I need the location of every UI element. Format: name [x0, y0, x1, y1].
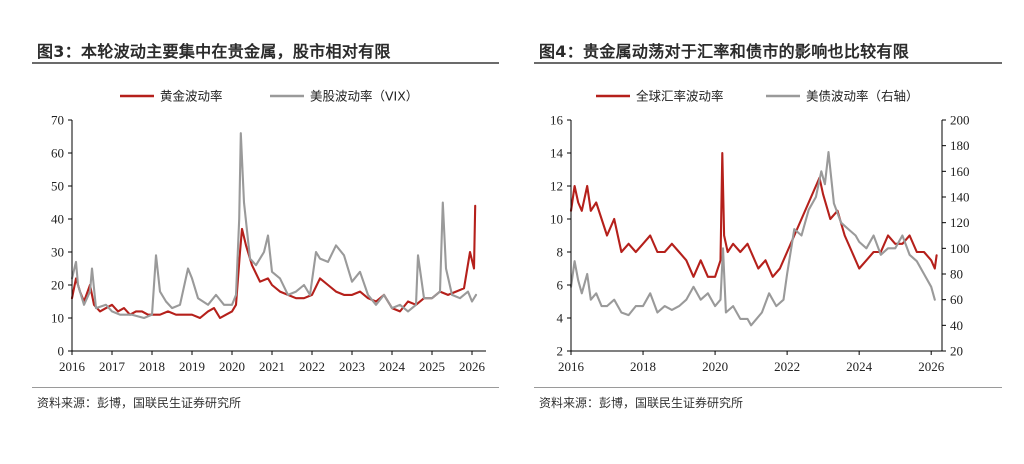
y2-tick-label: 40	[950, 318, 963, 333]
y2-tick-label: 160	[950, 164, 970, 179]
left-bottom-rule	[32, 387, 499, 388]
x-tick-label: 2021	[259, 359, 285, 374]
x-tick-label: 2018	[630, 359, 656, 374]
x-tick-label: 2023	[339, 359, 365, 374]
x-tick-label: 2026	[918, 359, 945, 374]
left-source-note: 资料来源：彭博，国联民生证券研究所	[37, 396, 242, 410]
right-title-rule	[534, 62, 1002, 64]
y-tick-label: 0	[58, 344, 65, 359]
x-tick-label: 2016	[59, 359, 86, 374]
chart-legend: 黄金波动率 美股波动率（VIX）	[120, 89, 418, 104]
y-tick-label: 10	[51, 311, 64, 326]
series-line-1	[569, 151, 938, 278]
y-tick-label: 40	[51, 212, 64, 227]
left-figure-title: 图3：本轮波动主要集中在贵金属，股市相对有限	[37, 42, 391, 61]
legend-label-1: 全球汇率波动率	[636, 89, 724, 104]
legend-label-1: 黄金波动率	[160, 89, 223, 104]
y-tick-label: 6	[557, 278, 564, 293]
series-line-1	[70, 204, 477, 320]
x-tick-label: 2016	[558, 359, 585, 374]
x-tick-label: 2020	[219, 359, 245, 374]
y2-tick-label: 120	[950, 215, 970, 230]
x-tick-label: 2024	[379, 359, 406, 374]
legend-label-2: 美债波动率（右轴）	[806, 89, 919, 104]
x-tick-label: 2026	[459, 359, 486, 374]
y2-tick-label: 80	[950, 267, 963, 282]
legend-label-2: 美股波动率（VIX）	[310, 89, 418, 104]
x-tick-label: 2024	[846, 359, 873, 374]
y-tick-label: 4	[557, 311, 564, 326]
y-tick-label: 2	[557, 344, 564, 359]
left-title-rule	[32, 62, 499, 64]
right-bottom-rule	[534, 387, 1002, 388]
y2-tick-label: 140	[950, 190, 970, 205]
x-tick-label: 2019	[179, 359, 205, 374]
y2-tick-label: 20	[950, 344, 963, 359]
y-tick-label: 14	[550, 146, 564, 161]
series-line-2	[70, 132, 478, 320]
y-tick-label: 12	[550, 179, 563, 194]
y-tick-label: 70	[51, 113, 64, 128]
y2-tick-label: 180	[950, 138, 970, 153]
series-line-2	[569, 151, 936, 327]
y2-tick-label: 200	[950, 113, 970, 128]
right-line-chart: 全球汇率波动率 美债波动率（右轴） 2 4 6 8 10 12 14 16 20 40 60 80 100 1…	[550, 89, 970, 375]
right-figure-panel: 图4：贵金属动荡对于汇率和债市的影响也比较有限 全球汇率波动率 美债波动率（右轴）…	[512, 0, 1024, 464]
y2-tick-label: 60	[950, 292, 963, 307]
chart-legend: 全球汇率波动率 美债波动率（右轴）	[596, 89, 919, 104]
x-tick-label: 2022	[299, 359, 325, 374]
right-source-note: 资料来源：彭博，国联民生证券研究所	[539, 396, 744, 410]
y2-tick-label: 100	[950, 241, 970, 256]
right-figure-title: 图4：贵金属动荡对于汇率和债市的影响也比较有限	[539, 42, 910, 61]
y-tick-label: 30	[51, 245, 64, 260]
x-tick-label: 2022	[774, 359, 800, 374]
y-tick-label: 60	[51, 146, 64, 161]
y-tick-label: 50	[51, 179, 64, 194]
left-line-chart: 黄金波动率 美股波动率（VIX） 0 10 20 30 40 50 60 70 2016 2017 20…	[51, 89, 486, 374]
y-tick-label: 10	[550, 212, 563, 227]
y-tick-label: 8	[557, 245, 564, 260]
left-figure-panel: 图3：本轮波动主要集中在贵金属，股市相对有限 黄金波动率 美股波动率（VIX） 0 1…	[32, 42, 499, 410]
y-tick-label: 20	[51, 278, 64, 293]
x-tick-label: 2025	[419, 359, 445, 374]
y-tick-label: 16	[550, 113, 564, 128]
x-tick-label: 2020	[702, 359, 728, 374]
x-tick-label: 2017	[99, 359, 126, 374]
x-tick-label: 2018	[139, 359, 165, 374]
